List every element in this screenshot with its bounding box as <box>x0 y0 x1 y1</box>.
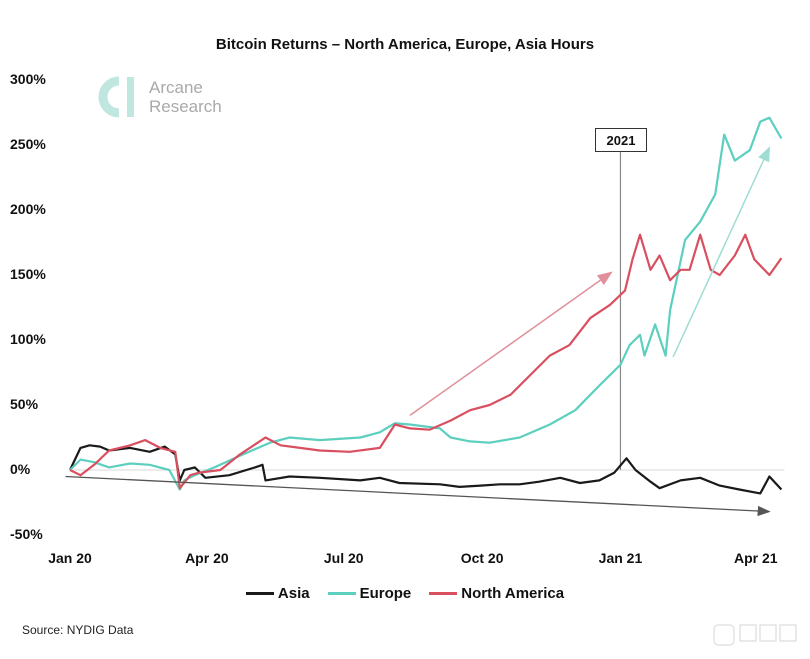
y-tick-label: 100% <box>10 331 46 347</box>
legend-label: North America <box>461 585 565 602</box>
annotation-2021-box: 2021 <box>595 128 647 152</box>
y-tick-label: 250% <box>10 136 46 152</box>
legend-item: Asia <box>245 585 310 602</box>
legend-swatch <box>327 592 356 595</box>
chart-title: Bitcoin Returns – North America, Europe,… <box>215 36 595 53</box>
logo-text-line1: Arcane <box>149 78 203 97</box>
y-tick-label: 150% <box>10 266 46 282</box>
legend-label: Europe <box>359 585 412 602</box>
legend-swatch <box>245 592 274 595</box>
arcane-research-logo: Arcane Research <box>95 75 222 119</box>
x-tick-label: Jan 20 <box>48 550 92 566</box>
x-tick-label: Jan 21 <box>598 550 643 566</box>
series-line-europe <box>69 116 783 491</box>
trend-arrow-europe <box>672 146 771 358</box>
y-tick-label: -50% <box>10 526 43 542</box>
series-line-asia <box>69 444 783 495</box>
trend-arrow-asia <box>65 475 771 517</box>
legend: Asia Europe North America <box>0 585 810 602</box>
logo-text-line2: Research <box>149 97 222 116</box>
source-note: Source: NYDIG Data <box>22 623 134 637</box>
y-tick-label: 200% <box>10 201 46 217</box>
arcane-logo-icon <box>98 76 134 118</box>
y-tick-label: 300% <box>10 71 46 87</box>
x-tick-label: Apr 21 <box>734 550 778 566</box>
legend-swatch <box>429 592 458 595</box>
series-line-north-america <box>69 233 783 490</box>
y-tick-label: 50% <box>10 396 39 412</box>
legend-label: Asia <box>277 585 310 602</box>
watermark-icon <box>713 624 797 646</box>
trend-arrow-north-america <box>409 271 613 417</box>
legend-item: Europe <box>327 585 412 602</box>
y-tick-label: 0% <box>10 461 31 477</box>
x-tick-label: Apr 20 <box>185 550 229 566</box>
legend-item: North America <box>429 585 564 602</box>
x-tick-label: Jul 20 <box>323 550 364 566</box>
x-tick-label: Oct 20 <box>460 550 504 566</box>
